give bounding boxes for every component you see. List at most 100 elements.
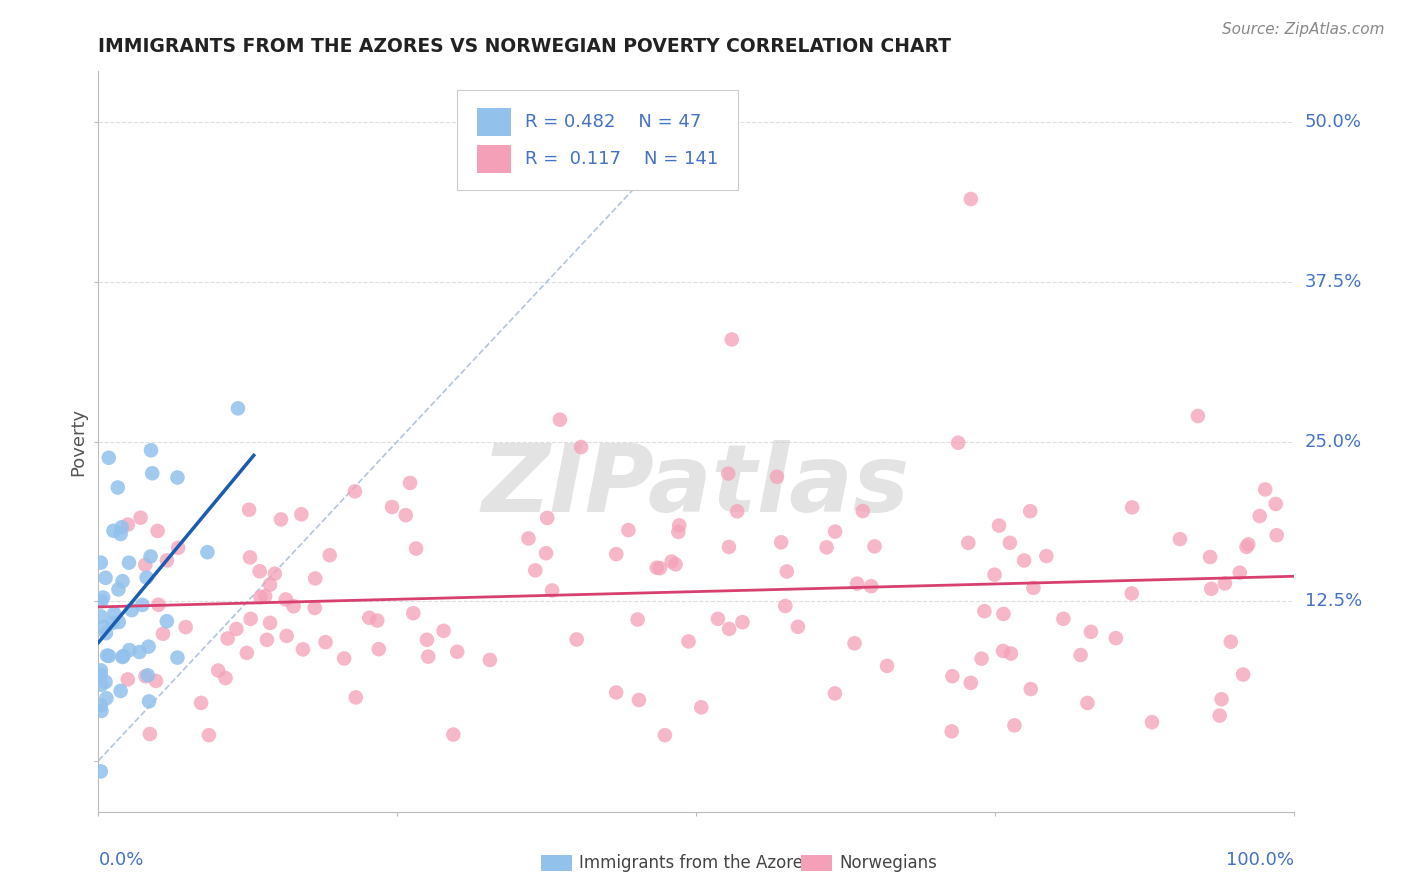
Text: 100.0%: 100.0%	[1226, 851, 1294, 869]
Point	[998, 536, 1021, 550]
Point	[517, 532, 540, 546]
Point	[946, 435, 969, 450]
Point	[94, 571, 117, 585]
Point	[129, 510, 152, 524]
Text: R = 0.482    N = 47: R = 0.482 N = 47	[524, 112, 702, 131]
Point	[138, 694, 160, 708]
Point	[1019, 504, 1042, 518]
Point	[399, 475, 422, 490]
Y-axis label: Poverty: Poverty	[69, 408, 87, 475]
Point	[290, 508, 312, 522]
Point	[138, 640, 160, 654]
Point	[134, 669, 156, 683]
Point	[167, 541, 190, 555]
Point	[1002, 718, 1025, 732]
Point	[128, 645, 150, 659]
Point	[101, 615, 124, 630]
FancyBboxPatch shape	[477, 108, 510, 136]
Point	[548, 412, 571, 426]
Point	[93, 620, 115, 634]
Point	[103, 607, 125, 621]
Text: R =  0.117    N = 141: R = 0.117 N = 141	[524, 150, 718, 168]
Point	[405, 541, 427, 556]
Point	[359, 611, 381, 625]
Point	[270, 512, 292, 526]
Point	[107, 582, 129, 597]
Point	[156, 614, 179, 628]
Point	[94, 626, 117, 640]
Point	[214, 671, 236, 685]
Point	[1187, 409, 1209, 423]
Point	[152, 627, 174, 641]
Point	[225, 622, 247, 636]
Point	[1236, 540, 1258, 554]
Point	[190, 696, 212, 710]
Point	[824, 524, 846, 539]
Point	[654, 728, 676, 742]
Point	[166, 470, 188, 484]
Point	[198, 728, 221, 742]
Point	[197, 545, 219, 559]
Point	[1208, 708, 1230, 723]
Point	[117, 673, 139, 687]
Point	[131, 598, 153, 612]
Point	[1080, 624, 1102, 639]
Point	[381, 500, 404, 514]
Point	[960, 192, 983, 206]
Point	[1168, 532, 1191, 546]
Text: 25.0%: 25.0%	[1305, 433, 1362, 450]
Point	[1211, 692, 1233, 706]
Point	[118, 643, 141, 657]
FancyBboxPatch shape	[477, 145, 510, 173]
Point	[973, 604, 995, 618]
Point	[1254, 483, 1277, 497]
Point	[112, 649, 135, 664]
Point	[259, 577, 281, 591]
Text: Norwegians: Norwegians	[839, 855, 938, 872]
Point	[668, 518, 690, 533]
Point	[717, 540, 740, 554]
Point	[1199, 549, 1222, 564]
Point	[121, 603, 143, 617]
Point	[96, 691, 118, 706]
Point	[627, 693, 650, 707]
Point	[1219, 634, 1241, 648]
Point	[1012, 553, 1035, 567]
Point	[90, 556, 112, 570]
Point	[844, 636, 866, 650]
Point	[111, 574, 134, 589]
Point	[569, 440, 592, 454]
Point	[239, 550, 262, 565]
Point	[957, 536, 980, 550]
Point	[536, 511, 558, 525]
Point	[304, 601, 326, 615]
Point	[207, 664, 229, 678]
Point	[111, 650, 134, 665]
Point	[1019, 682, 1042, 697]
Point	[136, 668, 159, 682]
Point	[678, 634, 700, 648]
FancyBboxPatch shape	[457, 90, 738, 190]
Point	[1121, 586, 1143, 600]
Point	[90, 704, 112, 718]
Point	[988, 518, 1011, 533]
Point	[661, 555, 683, 569]
Point	[970, 651, 993, 665]
Point	[626, 613, 648, 627]
Point	[418, 649, 440, 664]
Point	[815, 541, 838, 555]
Point	[249, 591, 271, 605]
Point	[254, 589, 277, 603]
Point	[166, 650, 188, 665]
Text: 0.0%: 0.0%	[98, 851, 143, 869]
Point	[1213, 576, 1236, 591]
Point	[717, 467, 740, 481]
Point	[111, 520, 134, 534]
Point	[1000, 647, 1022, 661]
Point	[605, 685, 627, 699]
Point	[766, 469, 789, 483]
Point	[249, 564, 271, 578]
Point	[103, 524, 125, 538]
Point	[263, 566, 285, 581]
Point	[876, 659, 898, 673]
